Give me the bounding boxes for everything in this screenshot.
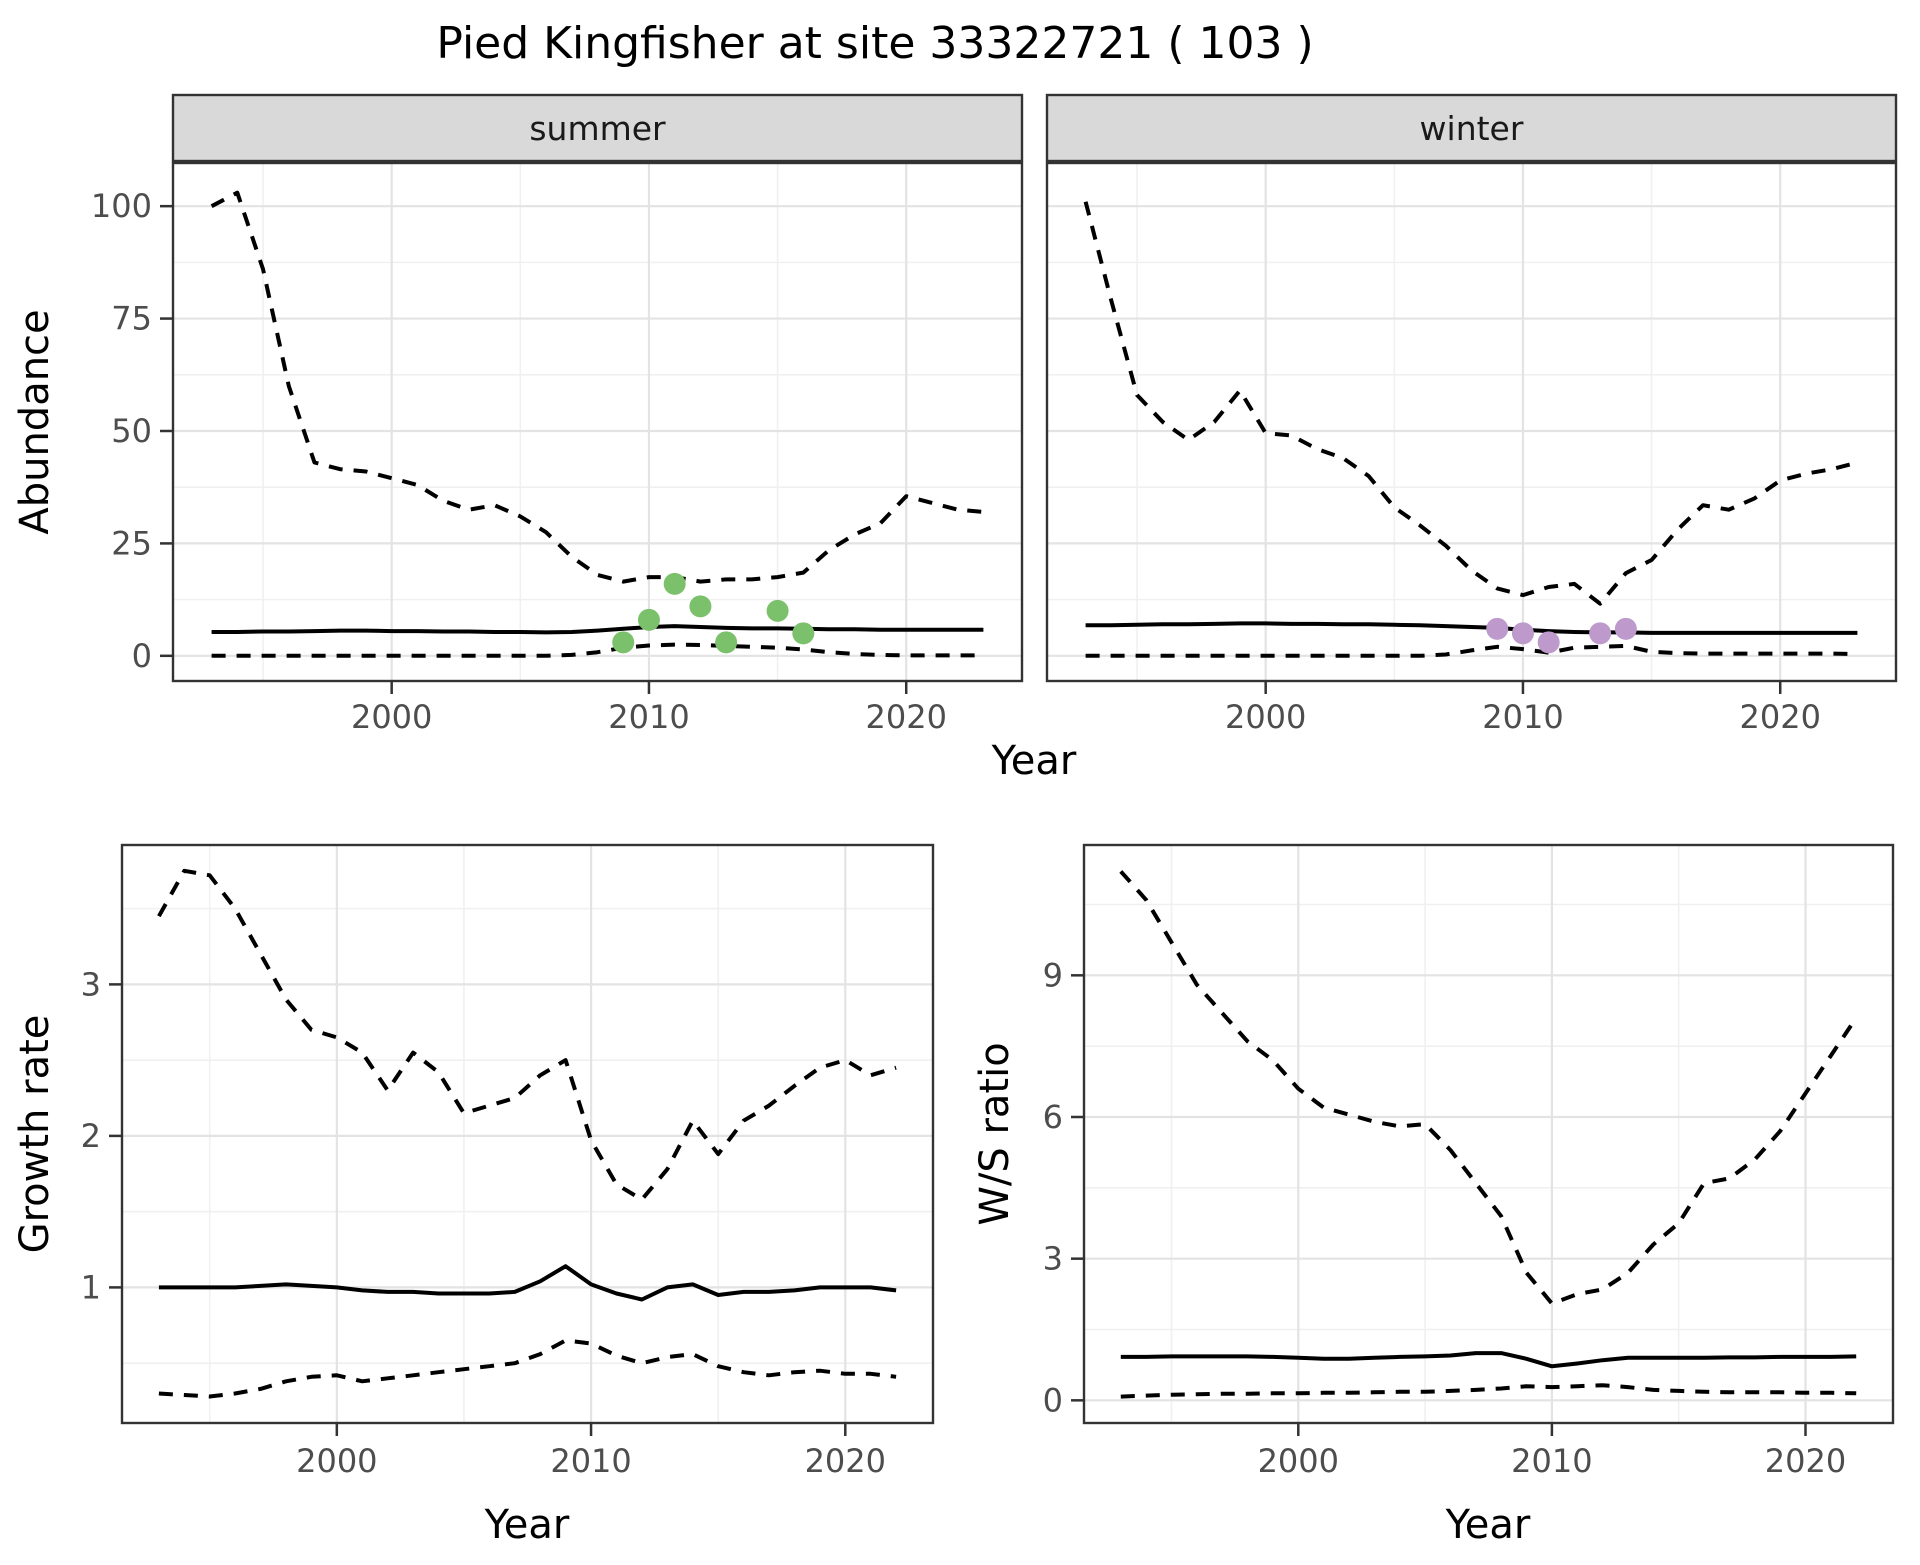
x-tick-label: 2020 (1765, 1442, 1846, 1480)
lower-95ci-line (158, 1338, 897, 1399)
median-line (211, 624, 984, 635)
y-axis-title-abundance: Abundance (12, 309, 58, 534)
panel-growth-rate: 2000 2010 2020 1 2 3 (81, 843, 935, 1480)
plot-title: Pied Kingfisher at site 33322721 ( 103 ) (436, 18, 1313, 69)
x-tick-label: 2010 (608, 698, 689, 736)
observation-point (637, 608, 660, 631)
y-tick-label: 3 (81, 965, 101, 1003)
observation-point (1537, 631, 1560, 654)
facet-strip-label: winter (1420, 109, 1524, 148)
panel-abundance-winter: winter 2000 2010 2020 (1045, 93, 1898, 736)
observation-point (715, 631, 738, 654)
lower-95ci-line (1120, 1383, 1857, 1399)
panel-background (122, 845, 933, 1423)
y-tick-label: 0 (1043, 1381, 1063, 1419)
upper-95ci-line (210, 190, 984, 584)
upper-95ci-line (1119, 870, 1858, 1306)
y-tick-label: 25 (111, 524, 152, 562)
observation-point (1486, 617, 1509, 640)
panel-background (1047, 163, 1896, 681)
y-tick-label: 50 (111, 412, 152, 450)
y-axis-title-growth-rate: Growth rate (12, 1015, 58, 1254)
panel-background (173, 163, 1022, 681)
x-tick-label: 2000 (1258, 1442, 1339, 1480)
y-tick-label: 2 (81, 1117, 101, 1155)
x-tick-label: 2010 (1482, 698, 1563, 736)
lower-95ci-line (211, 642, 984, 658)
x-tick-label: 2000 (1225, 698, 1306, 736)
x-tick-label: 2020 (866, 698, 947, 736)
observation-point (792, 622, 815, 645)
panel-abundance-summer: summer 2000 2010 2020 0 25 50 75 100 (91, 93, 1024, 736)
panel-border (171, 161, 1024, 683)
observation-point (1511, 622, 1534, 645)
observation-point (689, 595, 712, 618)
facet-strip-label: summer (529, 109, 666, 148)
x-tick-label: 2020 (1740, 698, 1821, 736)
x-tick-label: 2020 (805, 1442, 886, 1480)
y-tick-label: 1 (81, 1268, 101, 1306)
x-tick-label: 2010 (1511, 1442, 1592, 1480)
x-axis-title-year-top: Year (991, 738, 1077, 784)
x-axis-title-year-bottom-right: Year (1445, 1502, 1531, 1548)
x-axis-title-year-bottom-left: Year (484, 1502, 570, 1548)
x-tick-label: 2010 (550, 1442, 631, 1480)
panel-border (120, 843, 935, 1425)
y-tick-label: 3 (1043, 1240, 1063, 1278)
upper-95ci-line (1083, 201, 1858, 606)
median-line (1085, 621, 1858, 635)
observation-point (1589, 622, 1612, 645)
median-line (1120, 1351, 1857, 1369)
panel-background (1084, 845, 1893, 1423)
panel-w-s-ratio: 2000 2010 2020 0 3 6 9 (1043, 843, 1895, 1480)
median-line (158, 1264, 897, 1302)
observation-point (663, 572, 686, 595)
upper-95ci-line (157, 868, 897, 1202)
y-axis-title-ws-ratio: W/S ratio (972, 1042, 1018, 1225)
y-tick-label: 0 (132, 637, 152, 675)
facet-strip (171, 93, 1024, 163)
observation-point (766, 599, 789, 622)
panel-border (1045, 161, 1898, 683)
y-tick-label: 100 (91, 187, 152, 225)
facet-strip (1045, 93, 1898, 163)
y-tick-label: 6 (1043, 1098, 1063, 1136)
panel-border (1082, 843, 1895, 1425)
y-tick-label: 75 (111, 300, 152, 338)
observation-point (1614, 617, 1637, 640)
y-tick-label: 9 (1043, 956, 1063, 994)
lower-95ci-line (1085, 643, 1858, 658)
x-tick-label: 2000 (351, 698, 432, 736)
observation-point (612, 631, 635, 654)
x-tick-label: 2000 (296, 1442, 377, 1480)
